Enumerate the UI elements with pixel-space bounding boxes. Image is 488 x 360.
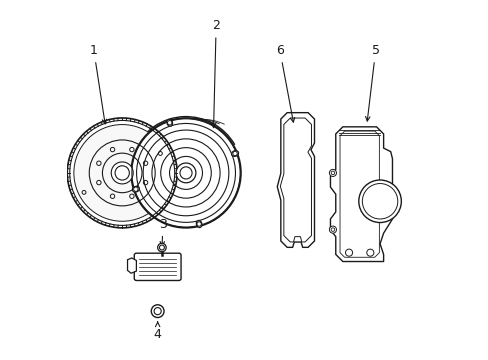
Ellipse shape — [166, 119, 172, 126]
Circle shape — [176, 163, 196, 183]
Text: 5: 5 — [365, 44, 379, 121]
Ellipse shape — [231, 150, 238, 156]
Circle shape — [157, 243, 166, 252]
Circle shape — [329, 226, 336, 233]
Circle shape — [358, 180, 401, 222]
Circle shape — [197, 222, 201, 226]
FancyBboxPatch shape — [134, 253, 181, 280]
Circle shape — [232, 151, 237, 156]
Polygon shape — [330, 127, 392, 261]
Text: 2: 2 — [211, 19, 220, 128]
Polygon shape — [127, 258, 136, 273]
Text: 6: 6 — [275, 44, 294, 122]
Text: 3: 3 — [159, 218, 166, 246]
Circle shape — [74, 125, 170, 221]
Text: 4: 4 — [153, 322, 161, 341]
Circle shape — [111, 162, 133, 184]
Ellipse shape — [196, 220, 202, 228]
Polygon shape — [277, 113, 314, 247]
Circle shape — [167, 121, 172, 125]
Text: 1: 1 — [90, 44, 106, 124]
Ellipse shape — [132, 186, 139, 192]
Circle shape — [329, 169, 336, 176]
Circle shape — [131, 118, 241, 228]
Circle shape — [133, 187, 138, 192]
